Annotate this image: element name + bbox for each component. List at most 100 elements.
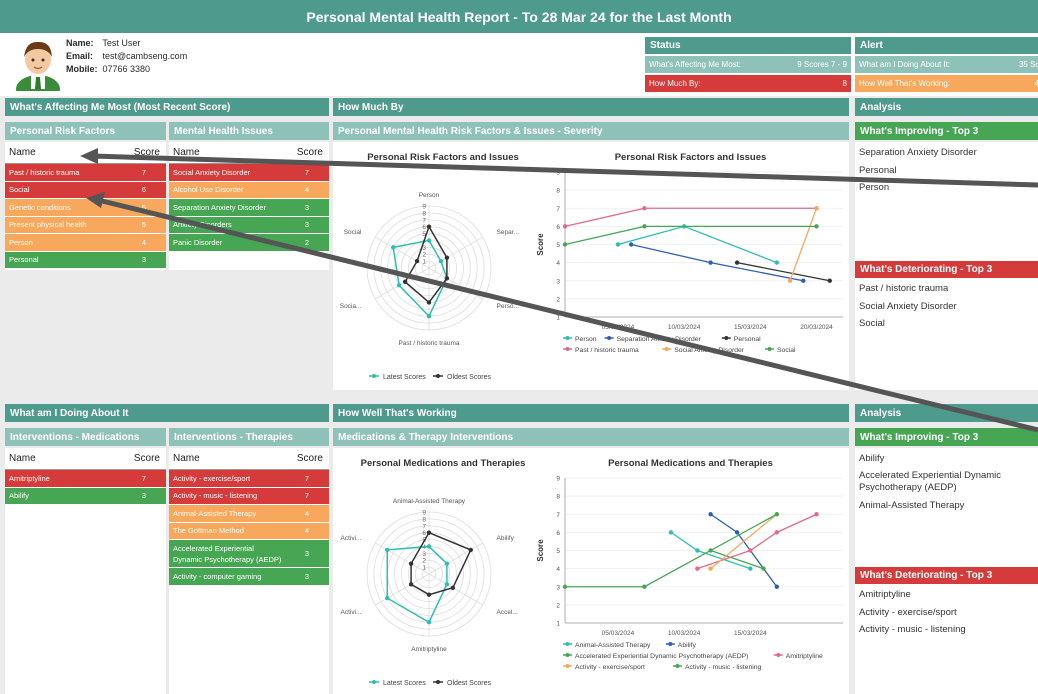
table-row[interactable]: Personal 3 — [5, 251, 166, 269]
table-row[interactable]: Activity - computer gaming 3 — [169, 568, 329, 586]
radar-axis-label: Accel... — [497, 609, 519, 616]
list-item[interactable]: Social Anxiety Disorder — [859, 300, 957, 312]
legend-label: Amitriptyline — [786, 653, 823, 660]
line-chart-interventions: 1 2 3 4 5 6 7 8 9 Score 05/03/2024 10/03/2024 15/03/… — [536, 476, 843, 671]
legend-label: Animal-Assisted Therapy — [575, 642, 651, 649]
series-point — [668, 530, 674, 535]
table-row[interactable]: Social 6 — [5, 181, 166, 199]
radar-tick-label: 2 — [422, 252, 426, 259]
series-point — [708, 260, 713, 265]
x-tick-label: 20/03/2024 — [800, 324, 833, 331]
series-point — [827, 278, 832, 283]
series-point — [814, 512, 819, 517]
radar-point — [426, 300, 432, 305]
legend-label: Activity - exercise/sport — [575, 664, 645, 671]
email-label: Email: — [66, 51, 94, 61]
table-row[interactable]: Panic Disorder 2 — [169, 234, 329, 252]
list-item[interactable]: Social — [859, 318, 885, 330]
severity-chart-panel: Personal Risk Factors and Issues Persona… — [333, 142, 849, 390]
y-tick-label: 8 — [556, 188, 560, 195]
list-item[interactable]: Personal — [859, 164, 897, 176]
list-item[interactable]: Past / historic trauma — [859, 283, 949, 295]
row-name: Past / historic trauma — [9, 167, 80, 177]
series-point — [642, 584, 647, 589]
y-tick-label: 4 — [556, 260, 560, 267]
legend-dot — [675, 664, 680, 668]
alert-row-working: How Well That's Working: 4 — [855, 75, 1038, 92]
list-item[interactable]: Animal-Assisted Therapy — [859, 499, 965, 511]
table-row[interactable]: Present physical health 5 — [5, 216, 166, 234]
doing-header: What am I Doing About It — [5, 404, 329, 422]
legend-dot — [565, 336, 570, 340]
radar-axis-label: Amitriptyline — [411, 646, 447, 653]
list-item[interactable]: Activity - exercise/sport — [859, 606, 957, 618]
list-item[interactable]: Person — [859, 182, 890, 194]
legend-dot — [565, 642, 570, 646]
status-howmuch-value: 8 — [842, 79, 847, 88]
table-row[interactable]: Past / historic trauma 7 — [5, 164, 166, 182]
y-tick-label: 9 — [556, 476, 560, 483]
list-item[interactable]: Abilify — [859, 453, 885, 465]
radar-axis-label: Separ... — [497, 229, 520, 236]
y-tick-label: 2 — [556, 296, 560, 303]
legend-latest-dot — [372, 680, 376, 684]
name-label: Name: — [66, 38, 94, 48]
legend-label: Separation Anxiety Disorder — [617, 336, 702, 343]
table-row[interactable]: Abilify 3 — [5, 487, 166, 505]
radar-point — [426, 530, 432, 535]
radar-point — [426, 314, 432, 319]
legend-dot — [565, 653, 570, 657]
table-row[interactable]: Social Anxiety Disorder 7 — [169, 164, 329, 182]
row-name: Separation Anxiety Disorder — [173, 202, 266, 212]
table-row[interactable]: Accelerated Experiential Dynamic Psychot… — [169, 540, 329, 568]
legend-dot — [668, 642, 673, 646]
medications-header: Interventions - Medications — [5, 428, 166, 446]
radar-tick-label: 9 — [422, 204, 426, 211]
interventions-header: Medications & Therapy Interventions — [333, 428, 849, 446]
row-score: 4 — [304, 526, 309, 536]
table-row[interactable]: Genetic conditions 5 — [5, 199, 166, 217]
table-row[interactable]: Anxiety Disorders 3 — [169, 216, 329, 234]
row-name: Alcohol Use Disorder — [173, 185, 244, 195]
radar-point — [444, 255, 450, 260]
risk-table-header: Name Score — [5, 142, 166, 164]
list-item[interactable]: Amitriptyline — [859, 589, 911, 601]
radar2-title: Personal Medications and Therapies — [360, 458, 526, 469]
row-name: The Gottman Method — [173, 526, 244, 536]
report-title: Personal Mental Health Report - To 28 Ma… — [0, 0, 1038, 33]
table-row[interactable]: The Gottman Method 4 — [169, 522, 329, 540]
interventions-chart-panel: Personal Medications and Therapies Perso… — [333, 448, 849, 694]
series-point — [734, 260, 740, 265]
radar-spoke — [428, 573, 483, 606]
list-item[interactable]: Accelerated Experiential Dynamic Psychot… — [859, 470, 1002, 493]
y-tick-label: 7 — [556, 206, 560, 213]
analysis-header-2: Analysis — [855, 404, 1038, 422]
analysis-panel-2: Abilify Accelerated Experiential Dynamic … — [855, 448, 1038, 694]
radar-tick-label: 2 — [422, 558, 426, 565]
list-item[interactable]: Separation Anxiety Disorder — [859, 147, 977, 159]
series-point — [814, 206, 819, 211]
legend-dot — [565, 664, 570, 668]
legend-oldest-dot — [436, 680, 440, 684]
table-row[interactable]: Amitriptyline 7 — [5, 470, 166, 488]
table-row[interactable]: Alcohol Use Disorder 4 — [169, 181, 329, 199]
profile-mobile: 07766 3380 — [102, 64, 151, 74]
col-name: Name — [173, 453, 200, 464]
row-score: 3 — [141, 255, 146, 265]
profile-details: Name: Test User Email: test@cambseng.com… — [66, 37, 266, 76]
list-item[interactable]: Activity - music - listening — [859, 624, 966, 636]
analysis-panel-1: Separation Anxiety Disorder Personal Perso… — [855, 142, 1038, 390]
radar-tick-label: 8 — [422, 210, 426, 217]
table-row[interactable]: Activity - music - listening 7 — [169, 487, 329, 505]
series-point — [774, 512, 780, 517]
table-row[interactable]: Activity - exercise/sport 7 — [169, 470, 329, 488]
table-row[interactable]: Person 4 — [5, 234, 166, 252]
improving-header-1: What's Improving - Top 3 — [855, 122, 1038, 140]
table-row[interactable]: Animal-Assisted Therapy 4 — [169, 505, 329, 523]
y-tick-label: 4 — [556, 566, 560, 573]
therapies-table: Name Score Activity - exercise/sport 7 Act… — [169, 448, 329, 694]
radar1-title: Personal Risk Factors and Issues — [367, 152, 519, 163]
row-score: 4 — [141, 237, 146, 247]
table-row[interactable]: Separation Anxiety Disorder 3 — [169, 199, 329, 217]
series-point — [734, 530, 740, 535]
